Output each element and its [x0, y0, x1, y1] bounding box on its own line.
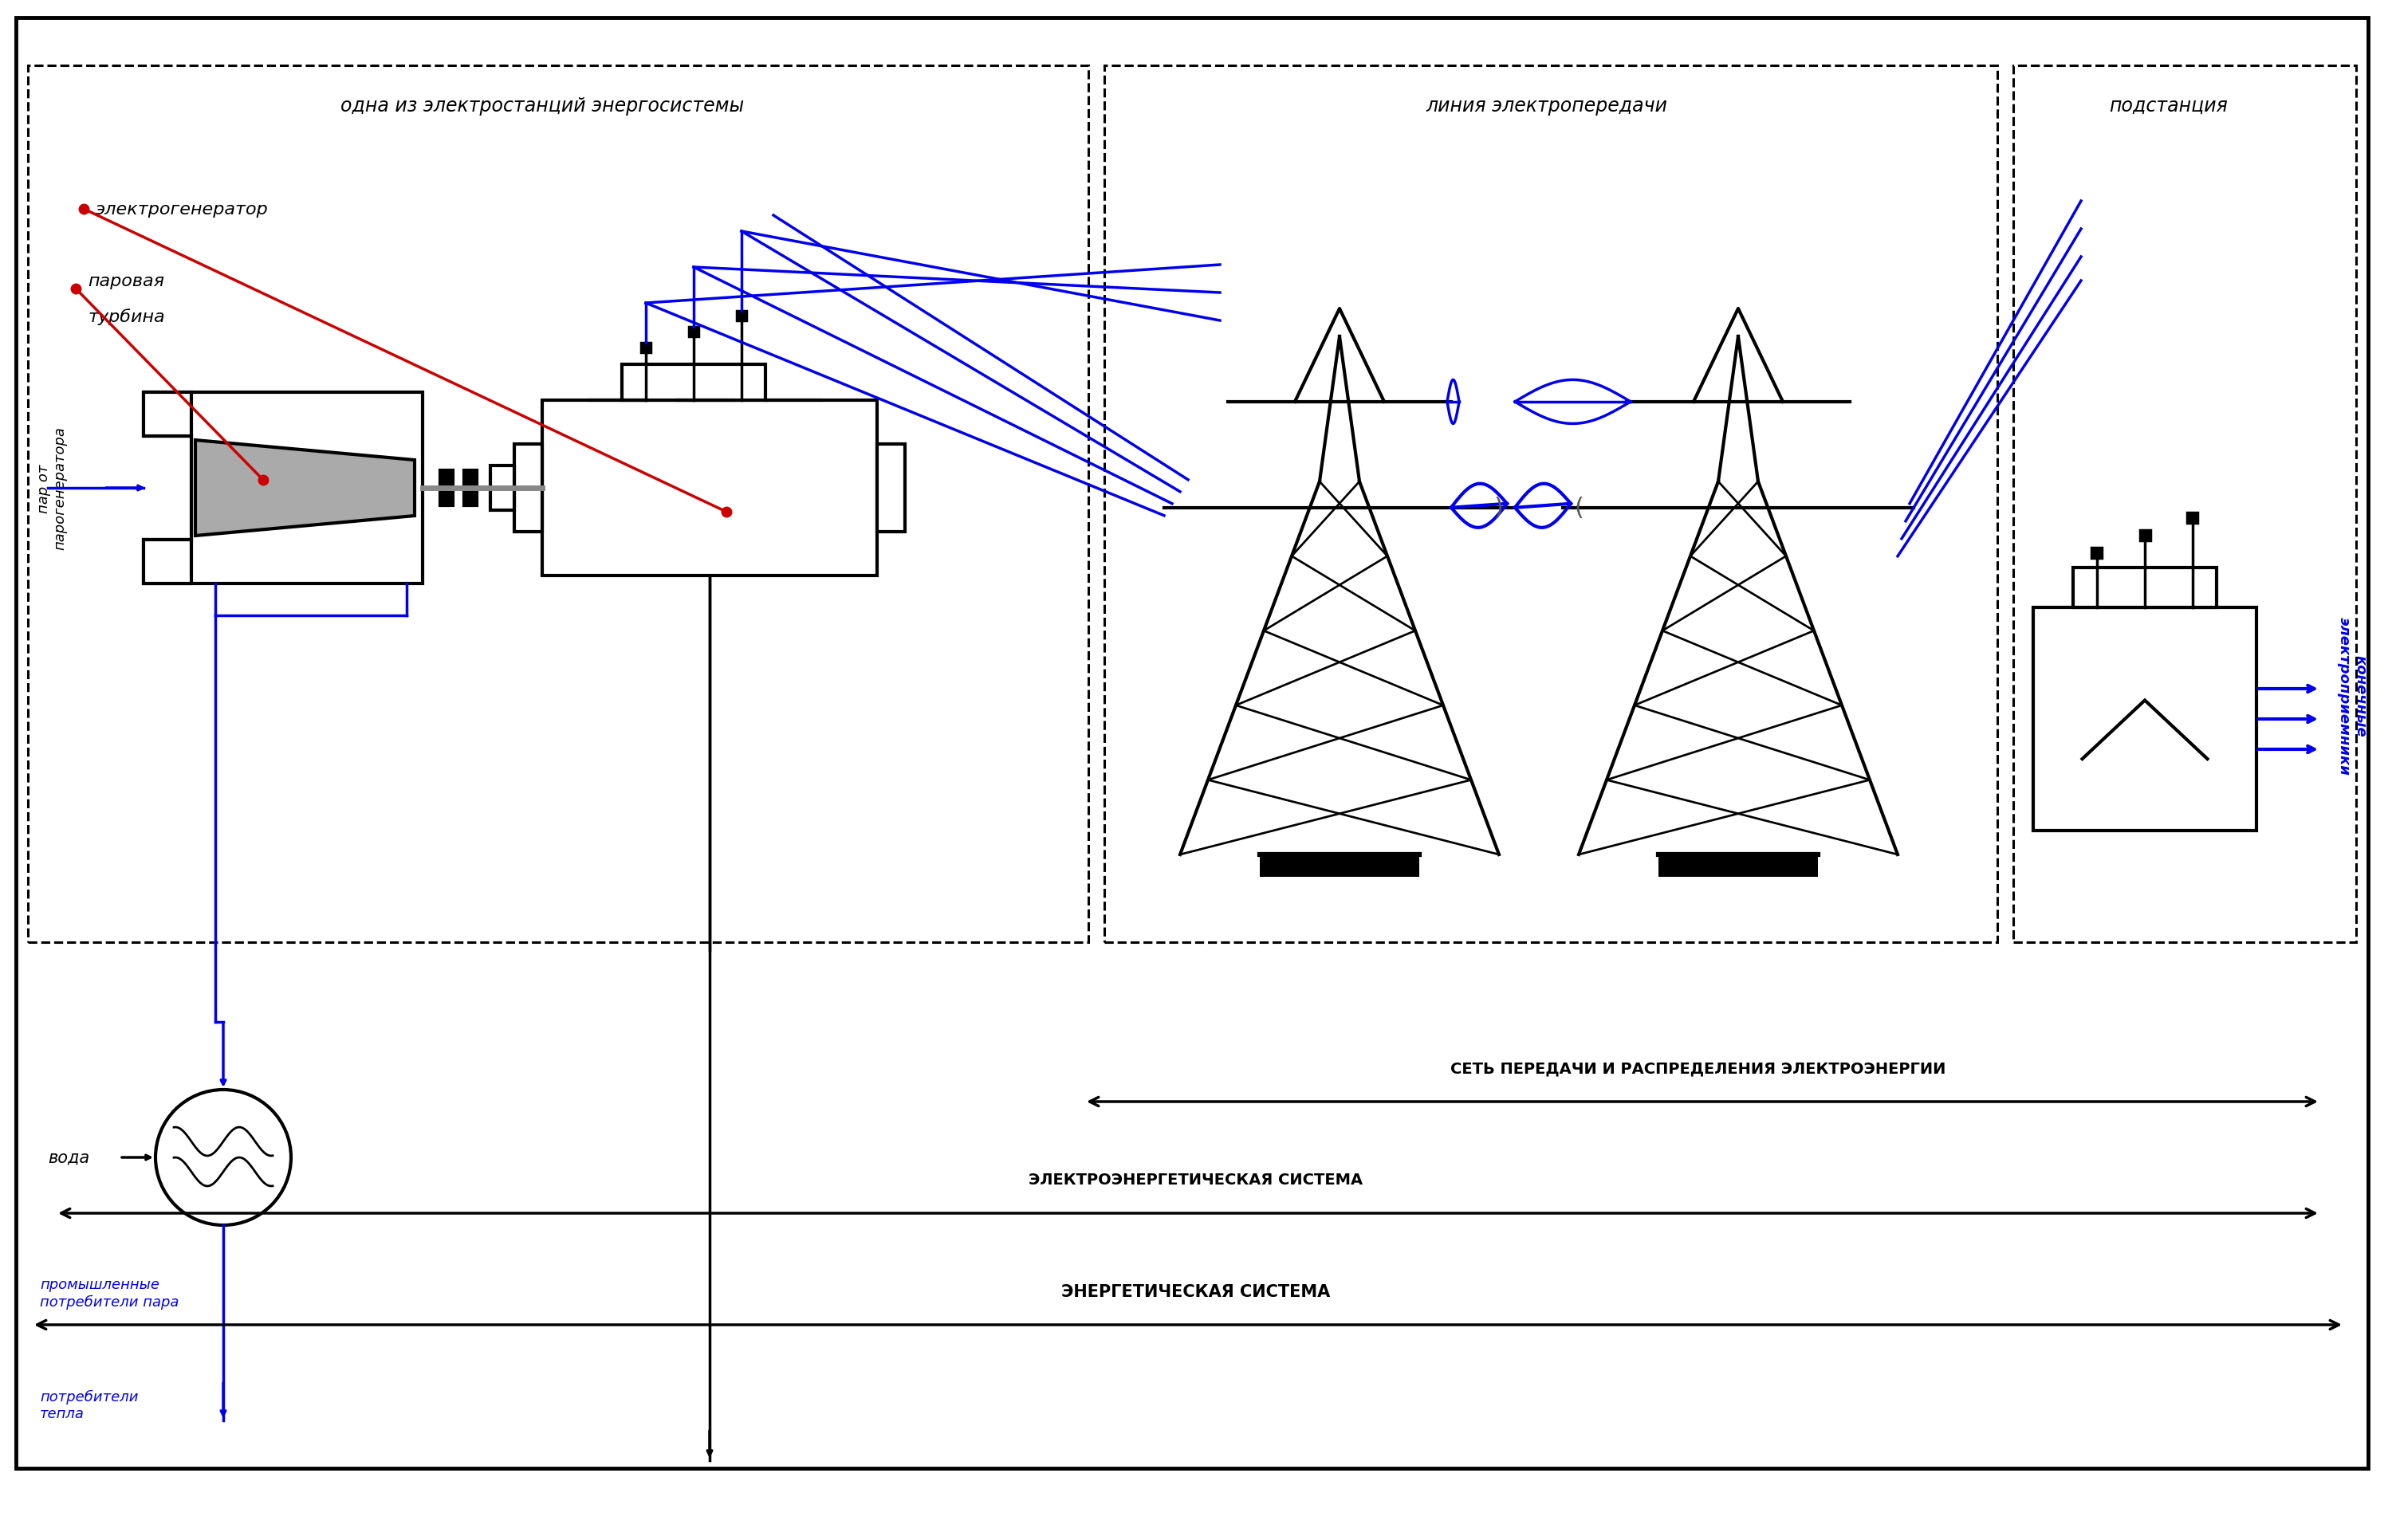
Bar	[2138, 531, 2150, 541]
Bar	[2033, 608, 2256, 832]
Text: потребители
тепла: потребители тепла	[41, 1389, 139, 1420]
Bar	[29, 66, 1088, 942]
Bar	[464, 471, 476, 507]
Bar	[2014, 66, 2356, 942]
Bar	[1261, 855, 1418, 878]
Text: линия электропередачи: линия электропередачи	[1426, 97, 1667, 115]
Text: конечные
электроприемники: конечные электроприемники	[2337, 616, 2368, 775]
Polygon shape	[144, 393, 423, 584]
Bar	[2186, 513, 2198, 524]
Bar	[543, 400, 878, 576]
Text: пар от
парогенератора: пар от парогенератора	[36, 427, 67, 550]
Text: ЭНЕРГЕТИЧЕСКАЯ СИСТЕМА: ЭНЕРГЕТИЧЕСКАЯ СИСТЕМА	[1062, 1283, 1330, 1300]
Bar	[440, 471, 452, 507]
Bar	[622, 365, 765, 400]
Bar	[641, 343, 651, 353]
Text: ЭЛЕКТРОЭНЕРГЕТИЧЕСКАЯ СИСТЕМА: ЭЛЕКТРОЭНЕРГЕТИЧЕСКАЯ СИСТЕМА	[1029, 1172, 1363, 1187]
Polygon shape	[144, 393, 191, 436]
Bar	[1105, 66, 1997, 942]
Polygon shape	[144, 541, 191, 584]
Text: одна из электростанций энергосистемы: одна из электростанций энергосистемы	[340, 97, 744, 115]
Bar	[2074, 568, 2217, 608]
Bar	[737, 311, 746, 320]
Text: электрогенератор: электрогенератор	[96, 202, 268, 217]
Text: промышленные
потребители пара: промышленные потребители пара	[41, 1278, 179, 1309]
Bar	[2091, 548, 2103, 559]
Text: ): )	[1495, 496, 1505, 519]
Text: паровая: паровая	[89, 273, 165, 290]
Bar	[1658, 855, 1818, 878]
Bar	[490, 467, 514, 511]
Text: СЕТЬ ПЕРЕДАЧИ И РАСПРЕДЕЛЕНИЯ ЭЛЕКТРОЭНЕРГИИ: СЕТЬ ПЕРЕДАЧИ И РАСПРЕДЕЛЕНИЯ ЭЛЕКТРОЭНЕ…	[1450, 1061, 1947, 1076]
Bar	[878, 445, 904, 533]
Text: вода: вода	[48, 1150, 89, 1166]
Text: подстанция: подстанция	[2110, 97, 2227, 115]
Bar	[514, 445, 543, 533]
Bar	[689, 328, 698, 337]
Text: турбина: турбина	[89, 310, 165, 325]
Polygon shape	[196, 440, 414, 536]
Circle shape	[155, 1090, 292, 1226]
Text: (: (	[1574, 496, 1584, 519]
